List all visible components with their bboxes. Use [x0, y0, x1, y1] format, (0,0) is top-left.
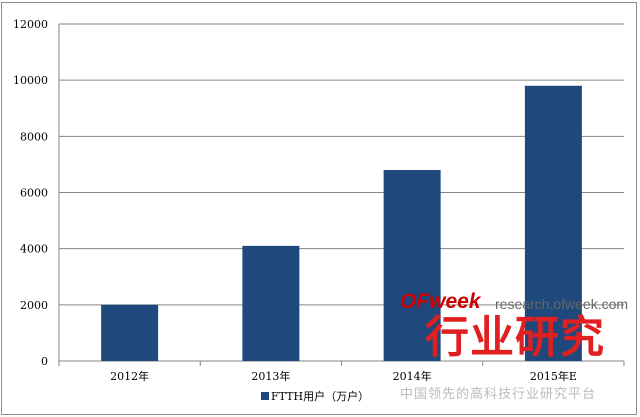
- legend-label: FTTH用户（万户）: [271, 389, 369, 403]
- watermark-slogan: 中国领先的高科技行业研究平台: [400, 387, 597, 402]
- x-tick-label: 2014年: [393, 369, 432, 383]
- y-tick-label: 6000: [20, 187, 48, 200]
- x-tick-label: 2015年E: [530, 369, 577, 383]
- watermark-url: research.ofweek.com: [495, 296, 629, 312]
- watermark-brand: OFweek: [400, 290, 481, 313]
- y-tick-label: 8000: [20, 130, 48, 143]
- bar: [383, 170, 441, 361]
- x-tick-label: 2012年: [110, 369, 149, 383]
- bar: [242, 245, 300, 361]
- bar: [101, 304, 159, 361]
- y-tick-label: 2000: [20, 299, 48, 312]
- legend-swatch: [261, 392, 269, 400]
- y-tick-label: 4000: [20, 243, 48, 256]
- y-tick-label: 10000: [13, 74, 48, 87]
- x-tick-label: 2013年: [251, 369, 290, 383]
- bar: [524, 85, 582, 362]
- y-tick-label: 0: [41, 355, 48, 368]
- watermark-title: 行业研究: [425, 312, 605, 363]
- y-tick-label: 12000: [13, 18, 48, 31]
